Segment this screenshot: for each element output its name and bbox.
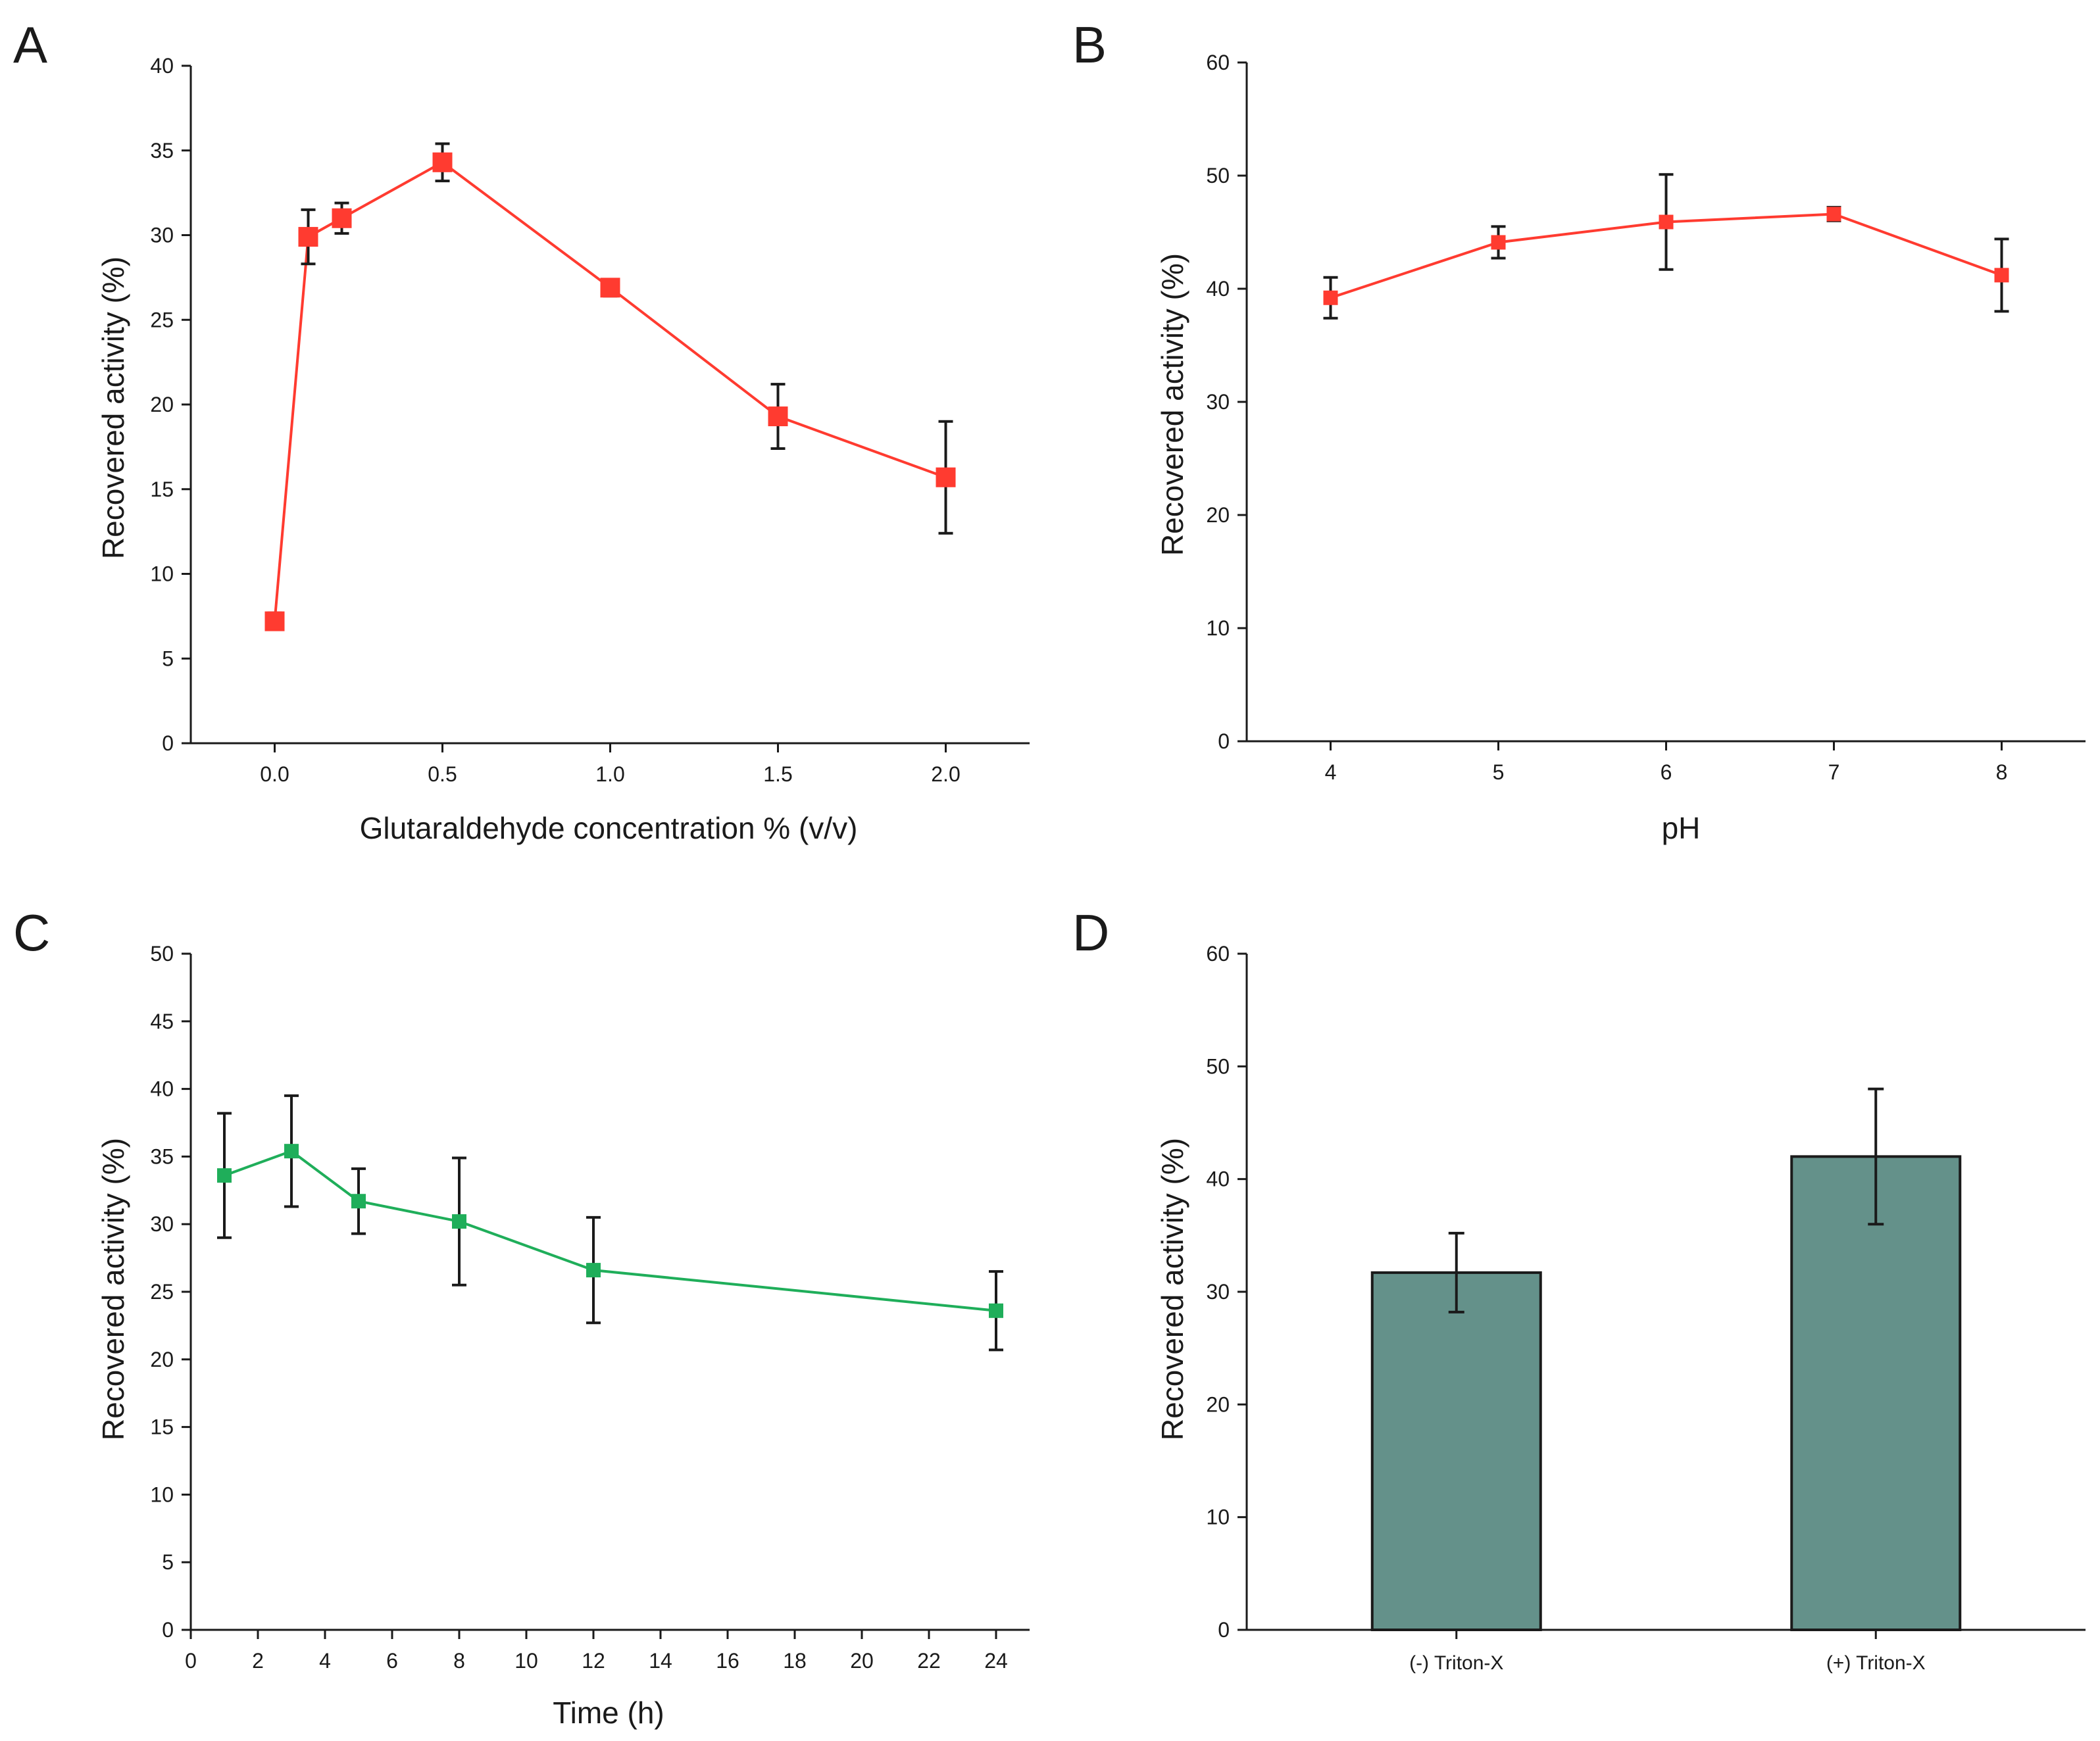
panel-b-data-point (1491, 235, 1506, 250)
panel-d-y-axis-title: Recovered activity (%) (1155, 1138, 1189, 1440)
panel-c-x-tick-label: 24 (984, 1649, 1008, 1673)
panel-b-y-tick-label: 40 (1206, 277, 1230, 301)
panel-c-x-tick-label: 14 (649, 1649, 672, 1673)
panel-b-data-point (1994, 268, 2009, 283)
panel-c-letter: C (13, 904, 50, 962)
panel-b-y-tick-label: 20 (1206, 503, 1230, 527)
panel-c-data-point (217, 1168, 232, 1183)
panel-a-x-tick-label: 1.0 (595, 762, 624, 786)
panel-c-y-tick-label: 40 (150, 1077, 174, 1101)
panel-a-data-point (332, 208, 352, 228)
panel-b-y-tick-label: 30 (1206, 390, 1230, 414)
panel-c-x-tick-label: 22 (917, 1649, 941, 1673)
panel-c-y-tick-label: 45 (150, 1010, 174, 1033)
panel-b-x-tick-label: 7 (1828, 760, 1840, 784)
panel-a-x-tick-label: 2.0 (931, 762, 960, 786)
panel-a-y-tick-label: 5 (162, 647, 174, 670)
panel-a-x-tick-label: 1.5 (763, 762, 792, 786)
panel-b-y-tick-label: 50 (1206, 164, 1230, 187)
panel-a-y-axis-title: Recovered activity (%) (96, 257, 130, 559)
panel-c-y-tick-label: 35 (150, 1144, 174, 1168)
panel-c-x-tick-label: 2 (252, 1649, 264, 1673)
panel-a-x-axis-title: Glutaraldehyde concentration % (v/v) (360, 811, 858, 845)
panel-b-letter: B (1072, 16, 1107, 74)
panel-b-x-tick-label: 8 (1996, 760, 2008, 784)
panel-d-y-tick-label: 10 (1206, 1506, 1230, 1529)
panel-a-y-tick-label: 30 (150, 224, 174, 247)
panel-c-x-tick-label: 12 (582, 1649, 605, 1673)
panel-d-bar (1370, 1271, 1542, 1631)
panel-a-data-point (264, 611, 285, 631)
panel-c-y-tick-label: 15 (150, 1415, 174, 1439)
panel-a-y-tick-label: 15 (150, 478, 174, 501)
panel-a-y-tick-label: 25 (150, 308, 174, 331)
panel-c-y-axis-title: Recovered activity (%) (96, 1138, 130, 1440)
panel-d-y-tick-label: 20 (1206, 1392, 1230, 1416)
panel-d: D Recovered activity (%) 0 10 20 30 40 50 60 (-… (1072, 904, 2086, 1674)
panel-c-y-tick-label: 30 (150, 1212, 174, 1236)
panel-b-x-axis-title: pH (1662, 811, 1701, 845)
panel-a-data-point (432, 152, 453, 172)
panel-a-y-tick-label: 20 (150, 393, 174, 416)
panel-b-x-tick-label: 5 (1493, 760, 1505, 784)
panel-c-series-line (224, 1149, 997, 1312)
panel-a-letter: A (13, 16, 47, 74)
panel-a-y-tick-label: 0 (162, 731, 174, 755)
panel-d-x-tick-label: (-) Triton-X (1409, 1652, 1503, 1674)
panel-b-data-point (1323, 290, 1338, 305)
panel-c-y-tick-label: 10 (150, 1483, 174, 1506)
panel-c-x-tick-label: 8 (453, 1649, 465, 1673)
panel-a-y-tick-label: 35 (150, 139, 174, 162)
panel-c-x-tick-label: 16 (716, 1649, 739, 1673)
panel-c-x-tick-label: 4 (319, 1649, 331, 1673)
panel-b-y-axis-title: Recovered activity (%) (1155, 253, 1189, 556)
panel-a-data-point (768, 406, 788, 427)
panel-b-y-tick-label: 60 (1206, 51, 1230, 74)
panel-c-x-tick-label: 6 (386, 1649, 398, 1673)
panel-a-y-tick-label: 10 (150, 562, 174, 586)
panel-d-y-tick-label: 50 (1206, 1054, 1230, 1078)
panel-a-y-tick-label: 40 (150, 54, 174, 78)
panel-c-x-tick-label: 20 (850, 1649, 874, 1673)
panel-c-x-tick-label: 18 (783, 1649, 807, 1673)
panel-b-y-tick-label: 0 (1218, 729, 1230, 753)
panel-a-x-tick-label: 0.5 (428, 762, 457, 786)
panel-a-x-tick-label: 0.0 (260, 762, 289, 786)
panel-c: C Time (h) Recovered activity (%) 0 5 10 15… (13, 904, 1030, 1730)
panel-b-y-tick-label: 10 (1206, 616, 1230, 640)
panel-a-data-point (298, 227, 318, 247)
panel-b-x-tick-label: 4 (1325, 760, 1337, 784)
panel-c-y-tick-label: 5 (162, 1550, 174, 1574)
panel-c-x-axis-title: Time (h) (553, 1696, 664, 1730)
panel-d-y-tick-label: 30 (1206, 1280, 1230, 1304)
panel-c-y-tick-label: 50 (150, 942, 174, 966)
panel-a-data-point (936, 467, 956, 487)
panel-c-y-tick-label: 0 (162, 1618, 174, 1642)
panel-d-x-tick-label: (+) Triton-X (1826, 1652, 1926, 1674)
panel-c-data-point (351, 1194, 366, 1209)
panel-c-data-point (452, 1214, 466, 1229)
panel-d-letter: D (1072, 904, 1109, 962)
panel-c-x-tick-label: 0 (185, 1649, 197, 1673)
panel-a: A Glutaraldehyde concentration % (v/v) R… (13, 16, 1030, 845)
panel-c-data-point (989, 1303, 1003, 1318)
panel-c-data-point (284, 1144, 299, 1159)
panel-c-y-tick-label: 25 (150, 1280, 174, 1304)
panel-c-data-point (586, 1263, 601, 1278)
panel-b: B pH Recovered activity (%) 0 10 20 30 40 50 6… (1072, 16, 2086, 845)
panel-c-y-tick-label: 20 (150, 1348, 174, 1371)
panel-c-x-tick-label: 10 (514, 1649, 538, 1673)
panel-d-y-tick-label: 0 (1218, 1618, 1230, 1642)
panel-b-x-tick-label: 6 (1661, 760, 1672, 784)
panel-b-data-point (1826, 207, 1841, 222)
panel-a-data-point (600, 278, 620, 298)
panel-d-bar (1790, 1155, 1962, 1631)
panel-d-y-tick-label: 60 (1206, 942, 1230, 966)
panel-d-y-tick-label: 40 (1206, 1167, 1230, 1191)
panel-b-data-point (1659, 214, 1674, 230)
